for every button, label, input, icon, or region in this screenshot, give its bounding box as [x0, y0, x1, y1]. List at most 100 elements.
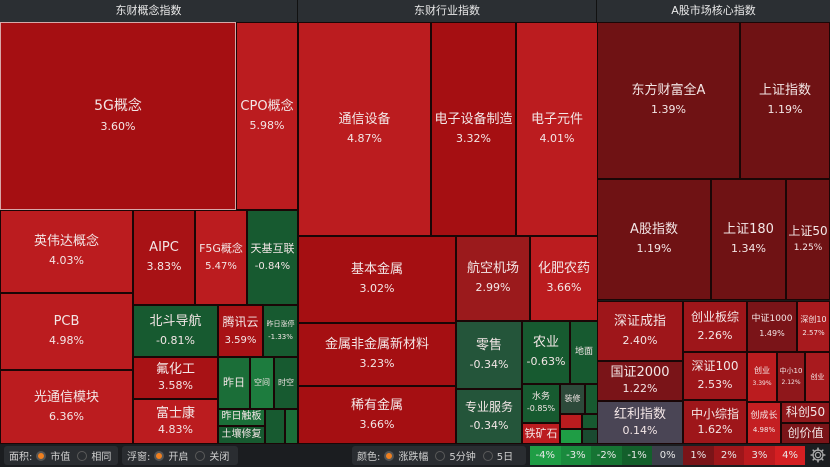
tile-cnindex-2000[interactable]: 国证2000 1.22%: [597, 361, 683, 401]
tile-water[interactable]: 水务 -0.85%: [522, 384, 560, 423]
tile-agriculture[interactable]: 农业 -0.63%: [522, 321, 570, 384]
tile-sme-10[interactable]: 中小10 2.12%: [777, 352, 805, 402]
tile-chinext-composite[interactable]: 创业板综 2.26%: [683, 301, 747, 352]
color-radio-5day[interactable]: [482, 450, 493, 461]
tile-pct: 3.66%: [546, 281, 582, 295]
tile-name: PCB: [53, 314, 80, 330]
tile-fertilizer[interactable]: 化肥农药 3.66%: [530, 236, 598, 321]
tile-tianji[interactable]: 天基互联 -0.84%: [247, 210, 298, 305]
float-label: 浮窗:: [127, 452, 151, 463]
tile-name: F5G概念: [199, 242, 243, 256]
tile-name: 通信设备: [338, 111, 391, 127]
tile-pct: -0.84%: [254, 260, 291, 272]
color-option-change[interactable]: 涨跌幅: [398, 452, 429, 463]
tile-rare-metals[interactable]: 稀有金属 3.66%: [298, 386, 456, 444]
legend-swatch: 0%: [652, 446, 683, 465]
tile-pct: -0.34%: [469, 418, 509, 432]
float-option-off[interactable]: 关闭: [209, 452, 230, 463]
float-option-on[interactable]: 开启: [168, 452, 189, 463]
tile-beidou[interactable]: 北斗导航 -0.81%: [133, 305, 218, 357]
tile-pct: 1.19%: [636, 242, 672, 256]
tile-decoration[interactable]: 装修: [560, 384, 585, 414]
tile-tencent-cloud[interactable]: 腾讯云 3.59%: [218, 305, 263, 357]
tile-name: 创业: [754, 366, 770, 376]
tile-pct: 2.99%: [475, 281, 511, 295]
color-radio-5min[interactable]: [435, 450, 446, 461]
tile-name: 金属非金属新材料: [324, 337, 429, 353]
tile-name: 稀有金属: [350, 397, 403, 413]
tile-small-5[interactable]: [560, 429, 582, 444]
tile-yesterday-limit[interactable]: 昨日涨停 -1.33%: [263, 305, 298, 357]
tile-yesterday[interactable]: 昨日: [218, 357, 250, 409]
tile-aipc[interactable]: AIPC 3.83%: [133, 210, 195, 305]
tile-name: 时空: [278, 378, 294, 387]
tile-spacetime[interactable]: 时空: [274, 357, 298, 409]
tile-name: 中小10: [779, 366, 803, 375]
tile-small-1[interactable]: [265, 409, 285, 444]
tile-eastmoney-all-a[interactable]: 东方财富全A 1.39%: [597, 22, 740, 179]
tile-telecom-equipment[interactable]: 通信设备 4.87%: [298, 22, 431, 236]
tile-pcb[interactable]: PCB 4.98%: [0, 293, 133, 370]
tile-small-7[interactable]: [582, 429, 598, 444]
tile-chinext-value[interactable]: 创价值: [781, 423, 830, 444]
tile-sz-chinext-10[interactable]: 深创10 2.57%: [797, 301, 830, 352]
color-option-5min[interactable]: 5分钟: [449, 452, 476, 463]
tile-nvidia[interactable]: 英伟达概念 4.03%: [0, 210, 133, 293]
tile-szse-100[interactable]: 深证100 2.53%: [683, 352, 747, 400]
tile-name: 5G概念: [94, 98, 142, 115]
tile-iron-ore[interactable]: 铁矿石: [522, 423, 560, 444]
area-option-equal[interactable]: 相同: [91, 452, 112, 463]
tile-name: AIPC: [149, 240, 179, 256]
tile-electronic-components[interactable]: 电子元件 4.01%: [516, 22, 598, 236]
gear-icon[interactable]: [810, 447, 826, 463]
tile-pct: 3.02%: [359, 282, 395, 296]
tile-dividend-index[interactable]: 红利指数 0.14%: [597, 401, 683, 444]
tile-name: 装修: [564, 394, 581, 403]
tile-professional-services[interactable]: 专业服务 -0.34%: [456, 389, 522, 444]
tile-pct: 3.32%: [456, 131, 491, 145]
tile-space[interactable]: 空间: [250, 357, 274, 409]
tile-name: 铁矿石: [524, 426, 558, 440]
tile-small-6[interactable]: [582, 414, 598, 429]
tile-small-2[interactable]: [285, 409, 298, 444]
tile-chinext-b[interactable]: 创业: [805, 352, 830, 402]
tile-sse-composite[interactable]: 上证指数 1.19%: [740, 22, 830, 179]
tile-new-materials[interactable]: 金属非金属新材料 3.23%: [298, 323, 456, 386]
tile-small-4[interactable]: [560, 414, 582, 429]
area-option-market-cap[interactable]: 市值: [50, 452, 71, 463]
tile-f5g[interactable]: F5G概念 5.47%: [195, 210, 247, 305]
tile-soil-repair[interactable]: 土壤修复: [218, 426, 265, 444]
tile-chinext-growth[interactable]: 创成长 4.98%: [747, 402, 781, 444]
tile-ground[interactable]: 地面: [570, 321, 598, 384]
tile-base-metals[interactable]: 基本金属 3.02%: [298, 236, 456, 323]
tile-electronic-mfg[interactable]: 电子设备制造 3.32%: [431, 22, 516, 236]
tile-sme-composite[interactable]: 中小综指 1.62%: [683, 400, 747, 444]
tile-name: 光通信模块: [33, 389, 99, 405]
tile-csi-1000[interactable]: 中证1000 1.49%: [747, 301, 797, 352]
float-radio-off[interactable]: [195, 450, 206, 461]
tile-optical-module[interactable]: 光通信模块 6.36%: [0, 370, 133, 444]
tile-name: 农业: [532, 335, 559, 351]
tile-name: 北斗导航: [149, 313, 202, 329]
area-radio-market-cap[interactable]: [36, 450, 47, 461]
tile-pct: -1.33%: [268, 332, 293, 341]
color-radio-change[interactable]: [384, 450, 395, 461]
tile-retail[interactable]: 零售 -0.34%: [456, 321, 522, 389]
tile-sse-180[interactable]: 上证180 1.34%: [711, 179, 786, 300]
color-option-5day[interactable]: 5日: [496, 452, 514, 463]
tile-yesterday-touch[interactable]: 昨日触板: [218, 409, 265, 426]
area-radio-equal[interactable]: [77, 450, 88, 461]
tile-a-share-index[interactable]: A股指数 1.19%: [597, 179, 711, 300]
tile-foxconn[interactable]: 富士康 4.83%: [133, 399, 218, 444]
tile-szse-component[interactable]: 深证成指 2.40%: [597, 301, 683, 361]
tile-sse-50[interactable]: 上证50 1.25%: [786, 179, 830, 300]
tile-name: 零售: [475, 337, 502, 353]
tile-airport[interactable]: 航空机场 2.99%: [456, 236, 530, 321]
float-radio-on[interactable]: [154, 450, 165, 461]
tile-5g[interactable]: 5G概念 3.60%: [0, 22, 236, 210]
tile-chinext-a[interactable]: 创业 3.39%: [747, 352, 777, 402]
tile-cpo[interactable]: CPO概念 5.98%: [236, 22, 298, 210]
tile-name: 航空机场: [466, 261, 519, 277]
tile-star-50[interactable]: 科创50: [781, 402, 830, 423]
tile-fluorochem[interactable]: 氟化工 3.58%: [133, 357, 218, 399]
